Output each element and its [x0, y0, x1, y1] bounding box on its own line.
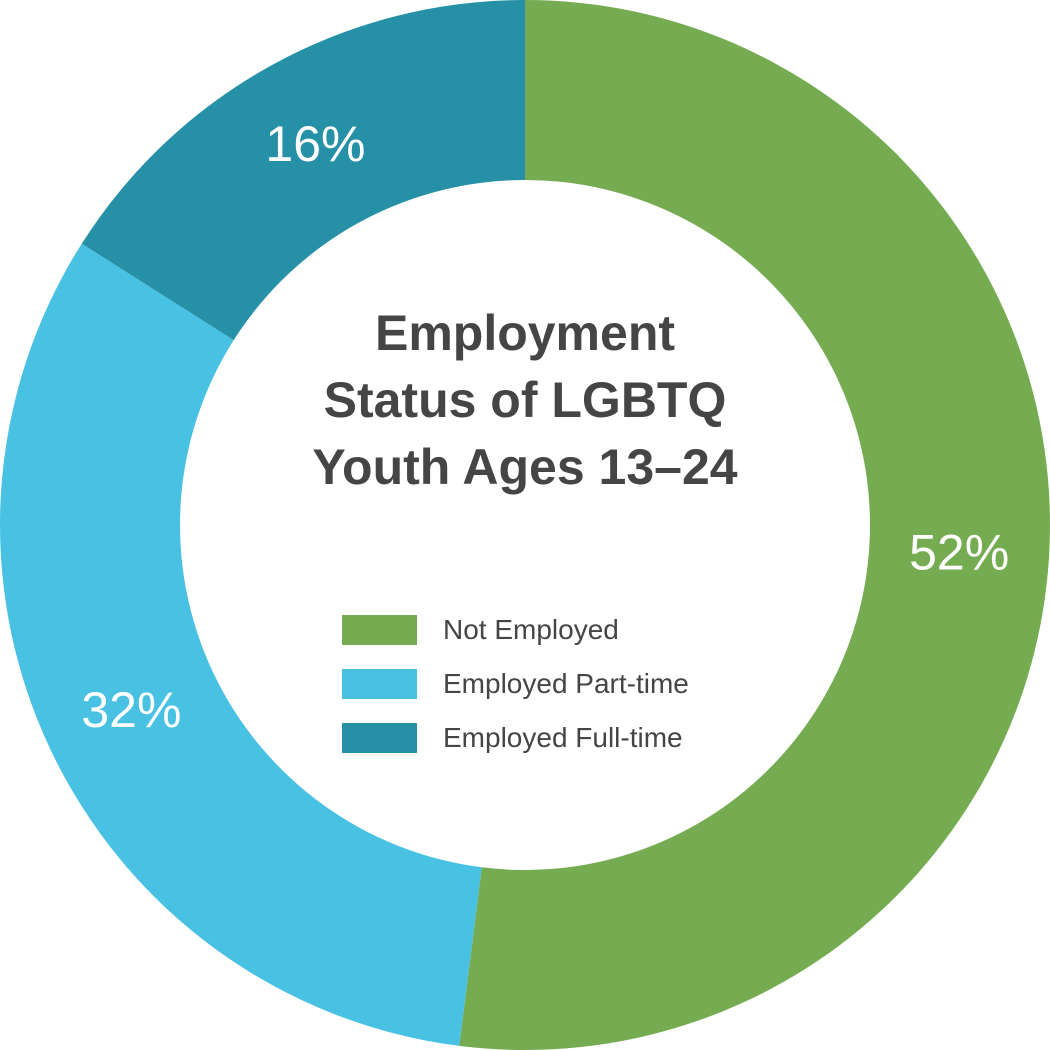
slice-label-not-employed: 52% — [909, 524, 1009, 580]
slice-employed-full-time — [81, 0, 525, 341]
slice-label-employed-part-time: 32% — [81, 682, 181, 738]
legend-item-employed-full-time: Employed Full-time — [342, 711, 689, 765]
legend-item-not-employed: Not Employed — [342, 603, 689, 657]
chart-title-line-2: Status of LGBTQ — [323, 372, 727, 428]
chart-title-line-1: Employment — [374, 305, 676, 361]
slice-not-employed — [459, 0, 1050, 1050]
legend-label-employed-full-time: Employed Full-time — [443, 722, 683, 753]
legend-swatch-not-employed — [342, 615, 417, 645]
legend-swatch-employed-part-time — [342, 669, 417, 699]
legend: Not Employed Employed Part-time Employed… — [342, 603, 689, 765]
legend-label-employed-part-time: Employed Part-time — [443, 668, 689, 699]
legend-item-employed-part-time: Employed Part-time — [342, 657, 689, 711]
slice-label-employed-full-time: 16% — [265, 116, 365, 172]
legend-label-not-employed: Not Employed — [443, 614, 619, 645]
legend-swatch-employed-full-time — [342, 723, 417, 753]
slice-labels: 52% 32% 16% — [81, 116, 1009, 738]
chart-title: Employment Status of LGBTQ Youth Ages 13… — [225, 300, 825, 501]
slice-employed-part-time — [0, 243, 482, 1046]
chart-title-line-3: Youth Ages 13–24 — [312, 439, 738, 495]
